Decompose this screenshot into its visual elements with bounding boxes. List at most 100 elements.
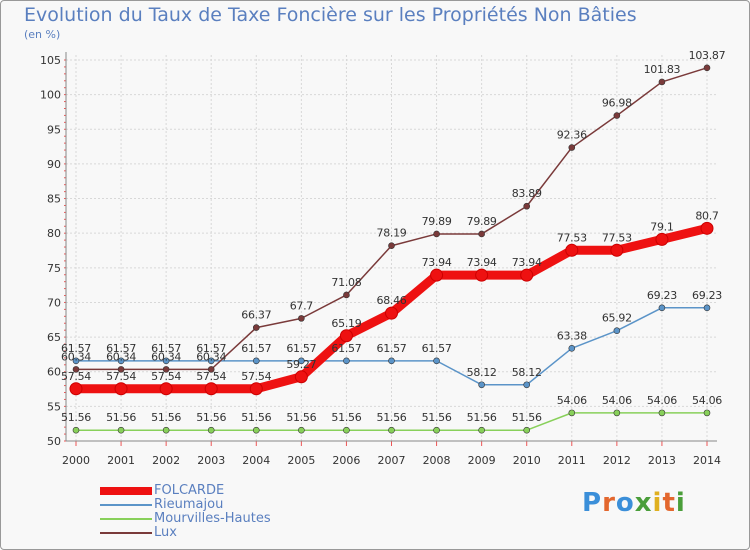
point-folcarde (294, 370, 308, 384)
data-label-lux: 103.87 (689, 49, 726, 62)
point-folcarde (339, 329, 353, 343)
point-folcarde (520, 268, 534, 282)
y-tick-label: 75 (47, 262, 61, 275)
point-folcarde (475, 268, 489, 282)
data-label-rieumajou: 61.57 (331, 342, 361, 355)
data-label-folcarde: 73.94 (422, 256, 452, 269)
point-folcarde (655, 232, 669, 246)
point-folcarde (69, 382, 83, 396)
point-mourvilles-hautes (72, 426, 80, 434)
point-lux (388, 242, 395, 250)
data-label-mourvilles-hautes: 51.56 (512, 411, 542, 424)
y-tick-label: 65 (47, 331, 61, 344)
y-tick-label: 95 (47, 123, 61, 136)
point-lux (343, 291, 350, 299)
x-tick-label: 2010 (513, 454, 541, 467)
y-tick-label: 50 (47, 435, 61, 448)
logo-letter: o (615, 488, 635, 518)
x-tick-label: 2000 (62, 454, 90, 467)
point-rieumajou (252, 357, 260, 365)
data-label-mourvilles-hautes: 54.06 (602, 394, 632, 407)
data-label-mourvilles-hautes: 54.06 (647, 394, 677, 407)
data-label-mourvilles-hautes: 51.56 (422, 411, 452, 424)
point-mourvilles-hautes (298, 426, 305, 434)
logo-letter: i (675, 488, 686, 518)
data-label-rieumajou: 61.57 (151, 342, 181, 355)
data-label-rieumajou: 61.57 (61, 342, 91, 355)
x-tick-label: 2005 (287, 454, 315, 467)
y-tick-label: 55 (47, 400, 61, 413)
point-folcarde (565, 243, 579, 257)
data-label-rieumajou: 61.57 (422, 342, 452, 355)
data-label-lux: 60.34 (151, 350, 181, 363)
point-lux (252, 324, 260, 331)
x-tick-label: 2001 (107, 454, 135, 467)
data-label-lux: 67.7 (290, 299, 314, 312)
data-label-lux: 60.34 (61, 350, 91, 363)
data-label-folcarde: 57.54 (241, 370, 271, 383)
data-label-mourvilles-hautes: 51.56 (331, 411, 361, 424)
legend-label: FOLCARDE (154, 483, 225, 498)
data-label-folcarde: 73.94 (512, 256, 542, 269)
data-label-rieumajou: 69.23 (692, 289, 722, 302)
logo-letter: x (634, 488, 653, 518)
legend-swatch (100, 532, 152, 534)
x-tick-label: 2006 (332, 454, 360, 467)
data-label-lux: 60.34 (106, 350, 136, 363)
data-label-folcarde: 57.54 (196, 370, 226, 383)
x-tick-label: 2012 (603, 454, 631, 467)
point-mourvilles-hautes (162, 426, 170, 434)
data-label-mourvilles-hautes: 51.56 (286, 411, 316, 424)
unit-label: (en %) (24, 28, 61, 41)
data-label-folcarde: 80.7 (695, 209, 719, 222)
point-rieumajou (658, 304, 666, 312)
point-rieumajou (343, 357, 350, 365)
data-label-folcarde: 77.53 (557, 231, 587, 244)
point-folcarde (610, 243, 624, 257)
point-folcarde (159, 382, 173, 396)
legend-label: Rieumajou (154, 497, 224, 512)
point-mourvilles-hautes (252, 426, 260, 434)
y-tick-label: 100 (40, 89, 61, 102)
point-mourvilles-hautes (117, 426, 125, 434)
x-tick-label: 2011 (558, 454, 586, 467)
data-label-lux: 71.08 (331, 276, 361, 289)
point-rieumajou (72, 357, 80, 365)
data-label-lux: 79.89 (467, 215, 497, 228)
point-folcarde (114, 382, 128, 396)
legend-swatch (100, 487, 152, 495)
y-tick-label: 70 (47, 296, 61, 309)
data-label-lux: 101.83 (644, 63, 681, 76)
point-lux (613, 112, 621, 119)
point-folcarde (204, 382, 218, 396)
data-label-rieumajou: 58.12 (512, 366, 542, 379)
point-rieumajou (162, 357, 170, 365)
point-lux (72, 366, 80, 373)
data-label-rieumajou: 61.57 (286, 342, 316, 355)
y-tick-label: 105 (40, 54, 61, 67)
legend-swatch (100, 518, 152, 520)
y-tick-label: 60 (47, 366, 61, 379)
point-rieumajou (703, 304, 711, 312)
data-label-lux: 66.37 (241, 309, 271, 322)
point-rieumajou (523, 381, 531, 389)
point-lux (162, 366, 170, 373)
legend-swatch (100, 504, 152, 506)
point-lux (523, 202, 531, 210)
point-rieumajou (478, 381, 485, 389)
x-tick-label: 2004 (242, 454, 270, 467)
point-rieumajou (613, 327, 621, 335)
data-label-mourvilles-hautes: 51.56 (151, 411, 181, 424)
data-label-mourvilles-hautes: 54.06 (557, 394, 587, 407)
data-label-rieumajou: 61.57 (377, 342, 407, 355)
data-label-rieumajou: 61.57 (196, 342, 226, 355)
point-folcarde (430, 268, 444, 282)
point-mourvilles-hautes (658, 409, 666, 417)
point-lux (658, 78, 666, 86)
y-tick-label: 90 (47, 158, 61, 171)
point-lux (117, 366, 125, 373)
data-label-lux: 60.34 (196, 350, 226, 363)
data-label-folcarde: 73.94 (467, 256, 497, 269)
data-label-folcarde: 57.54 (106, 370, 136, 383)
